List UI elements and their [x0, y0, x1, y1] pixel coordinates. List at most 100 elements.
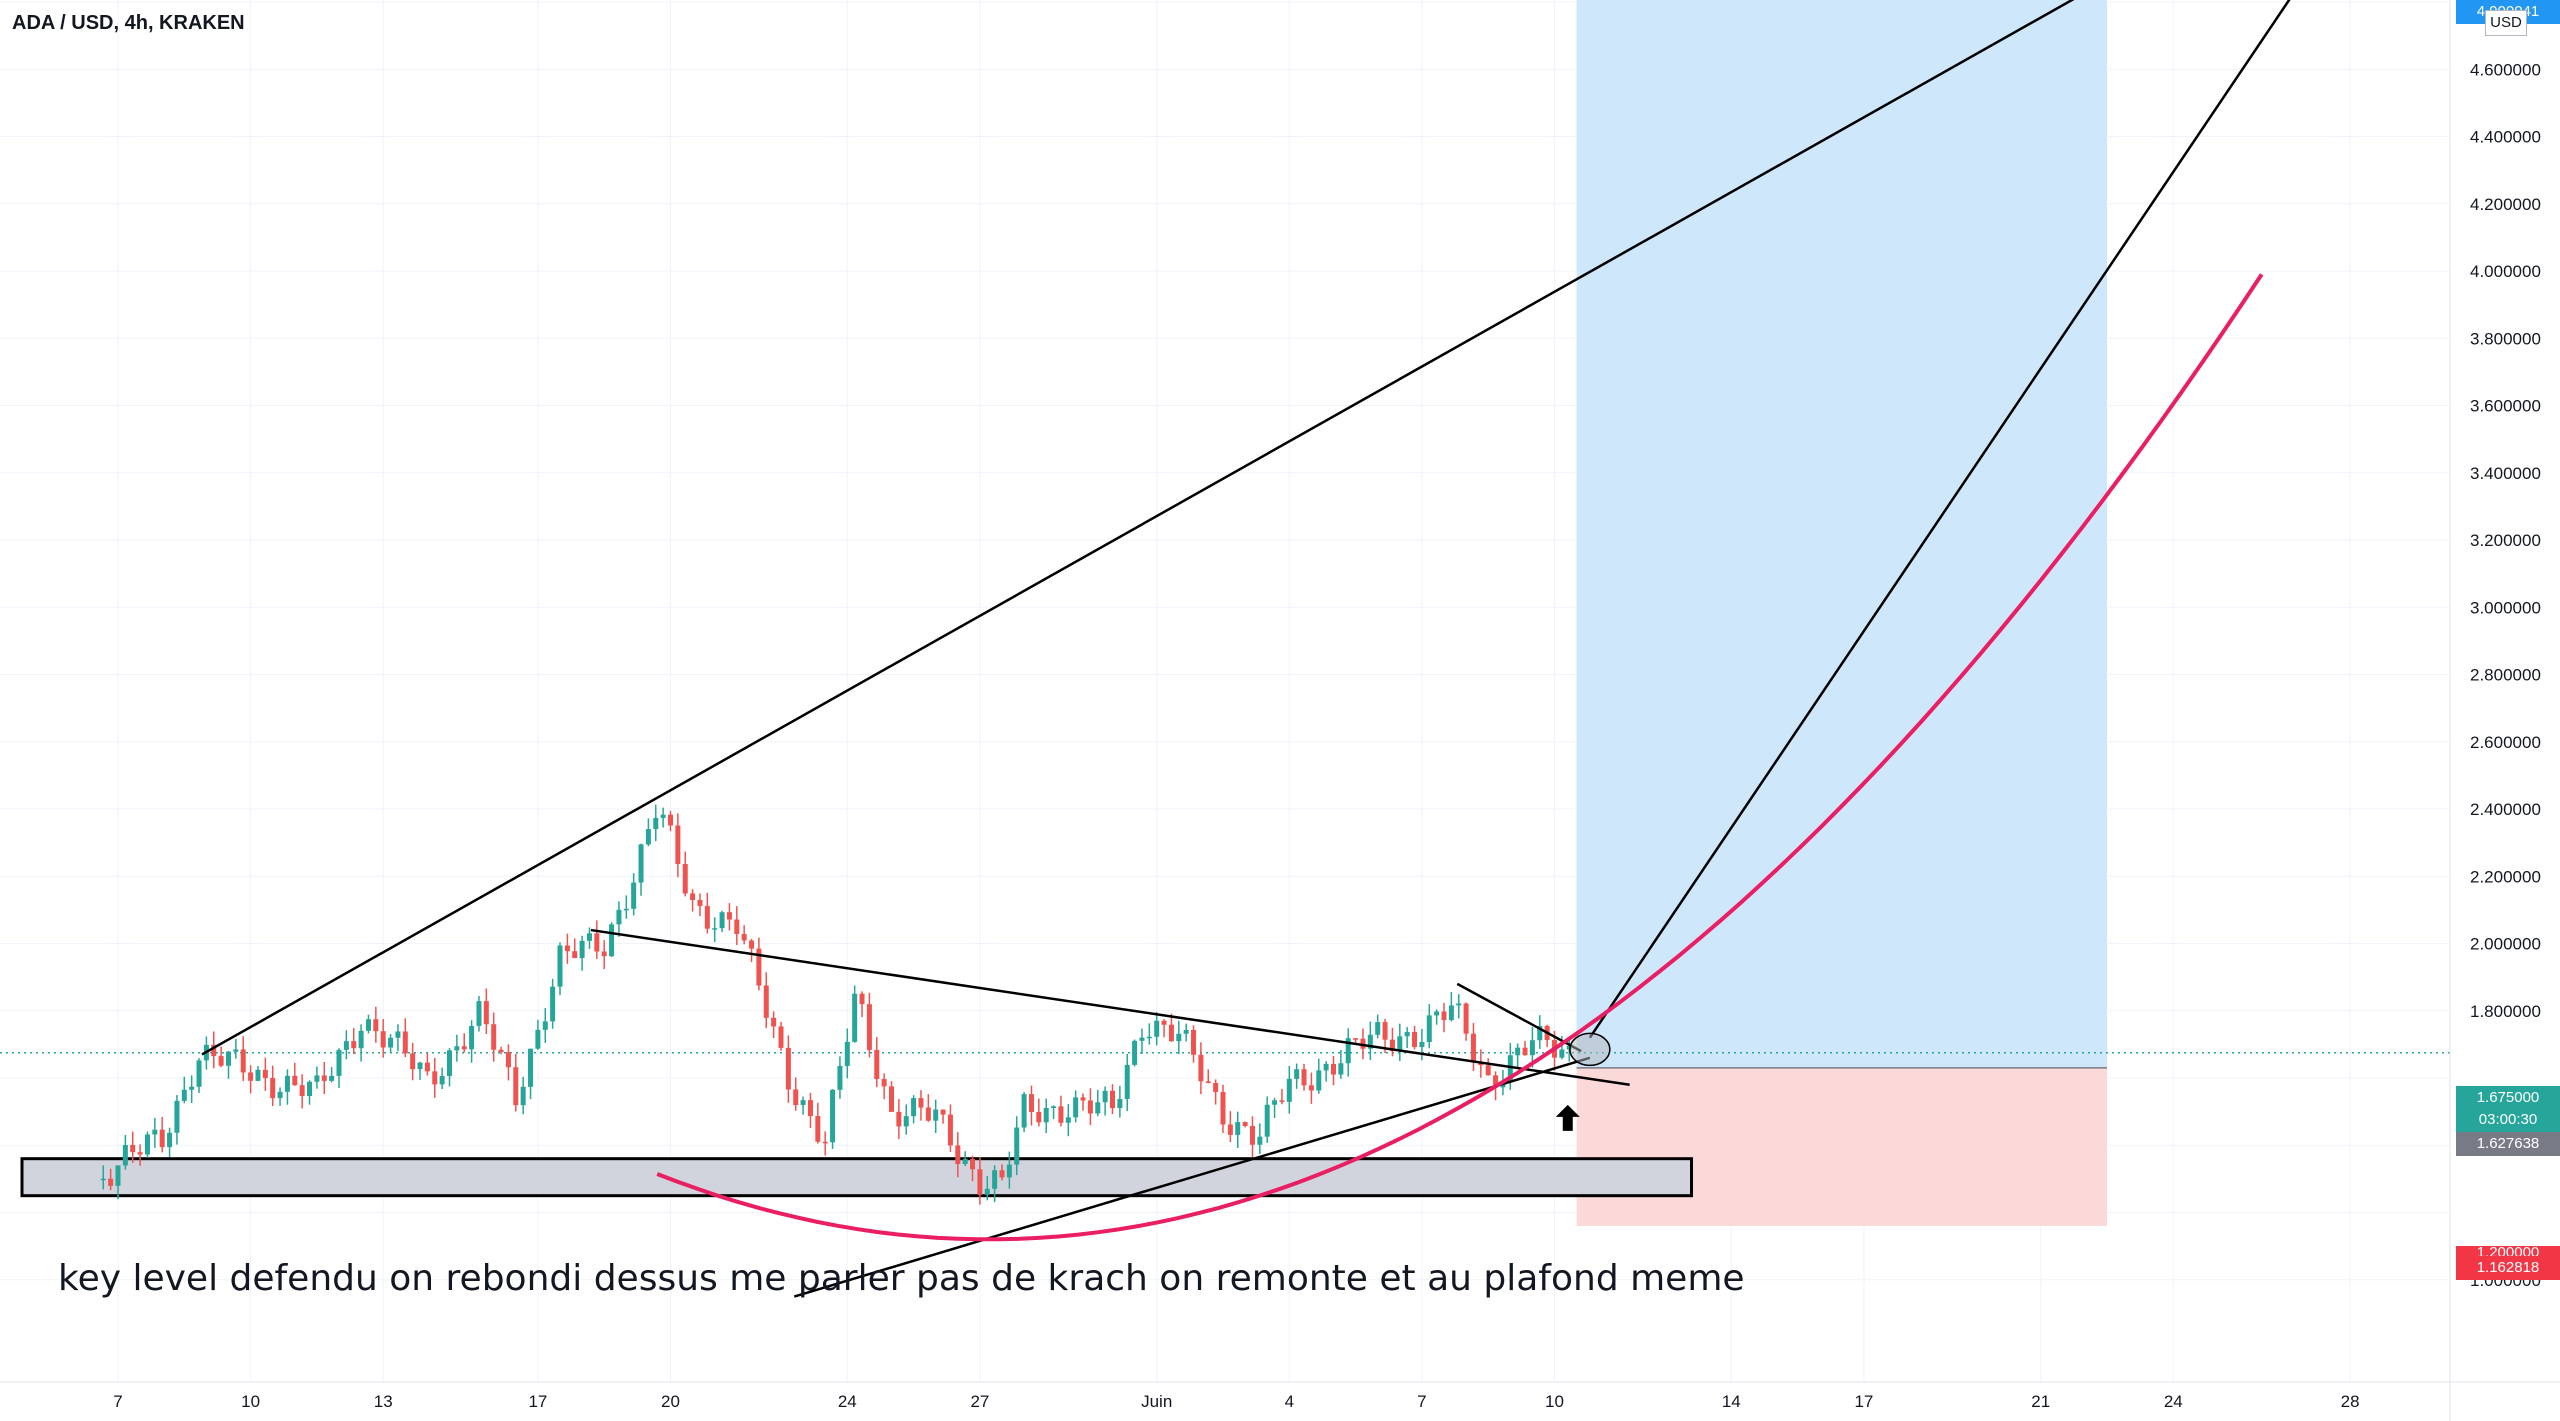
candle-up	[1139, 1037, 1145, 1041]
candle-up	[167, 1132, 173, 1148]
price-tick-label: 2.000000	[2470, 935, 2541, 954]
candle-up	[1338, 1063, 1344, 1075]
candle-up	[1095, 1102, 1101, 1114]
candle-up	[174, 1100, 180, 1133]
price-tick-label: 4.200000	[2470, 195, 2541, 214]
candle-down	[218, 1056, 224, 1066]
candle-up	[520, 1086, 526, 1106]
candle-down	[999, 1170, 1005, 1178]
candle-up	[933, 1109, 939, 1121]
target-arrow-line	[1588, 0, 2291, 1039]
key-level-box	[20, 1157, 1694, 1198]
candle-down	[947, 1114, 953, 1146]
currency-label[interactable]: USD	[2485, 10, 2527, 36]
profit-zone	[1576, 0, 2107, 1068]
candle-up	[329, 1075, 335, 1081]
candle-up	[542, 1021, 548, 1030]
candle-up	[1515, 1047, 1521, 1056]
candle-down	[690, 893, 696, 901]
candle-up	[1006, 1164, 1012, 1178]
candle-up	[1375, 1022, 1381, 1035]
candle-up	[469, 1025, 475, 1050]
candle-up	[557, 945, 563, 987]
candle-up	[719, 912, 725, 929]
candle-up	[638, 844, 644, 883]
candle-down	[130, 1145, 136, 1153]
candle-down	[498, 1049, 504, 1053]
candle-up	[284, 1075, 290, 1092]
candle-up	[1529, 1040, 1535, 1056]
candle-down	[874, 1049, 880, 1080]
price-tick-label: 2.200000	[2470, 867, 2541, 886]
candle-down	[564, 945, 570, 952]
candle-up	[1426, 1015, 1432, 1043]
candle-up	[1132, 1040, 1138, 1065]
candle-down	[1308, 1085, 1314, 1091]
candle-down	[1080, 1097, 1086, 1101]
candle-down	[351, 1041, 357, 1049]
candle-up	[616, 909, 622, 925]
candle-down	[977, 1169, 983, 1195]
candle-down	[955, 1145, 961, 1164]
candle-up	[189, 1086, 195, 1090]
price-tick-label: 4.600000	[2470, 60, 2541, 79]
candle-down	[1028, 1094, 1034, 1113]
candle-up	[196, 1060, 202, 1087]
candle-up	[852, 993, 858, 1042]
candle-down	[1389, 1039, 1395, 1052]
last-price-badge: 1.675000	[2456, 1086, 2560, 1110]
candle-down	[594, 933, 600, 952]
price-tick-label: 2.400000	[2470, 800, 2541, 819]
candle-up	[1021, 1094, 1027, 1128]
candle-up	[417, 1062, 423, 1070]
price-tick-label: 3.600000	[2470, 397, 2541, 416]
candle-up	[962, 1158, 968, 1164]
price-tick-label: 4.000000	[2470, 262, 2541, 281]
candle-down	[1331, 1063, 1336, 1075]
line-price-badge: 1.627638	[2456, 1132, 2560, 1156]
candle-down	[248, 1072, 254, 1081]
price-tick-label: 3.200000	[2470, 531, 2541, 550]
candle-down	[211, 1044, 217, 1057]
candle-up	[837, 1065, 843, 1090]
candle-up	[1404, 1031, 1410, 1037]
candle-up	[653, 817, 659, 830]
candle-up	[1183, 1029, 1189, 1034]
candle-down	[749, 940, 755, 949]
candle-down	[292, 1075, 298, 1086]
price-tick-label: 2.600000	[2470, 733, 2541, 752]
candle-up	[1124, 1064, 1130, 1099]
candle-up	[1117, 1098, 1123, 1109]
candle-down	[1522, 1047, 1528, 1056]
candle-up	[1537, 1025, 1543, 1041]
candle-down	[1470, 1033, 1476, 1063]
candle-up	[1294, 1069, 1300, 1079]
candle-up	[233, 1049, 239, 1052]
candle-up	[1102, 1090, 1108, 1103]
candle-down	[483, 1001, 489, 1025]
candle-down	[741, 934, 747, 941]
candle-up	[454, 1046, 460, 1051]
candle-up	[1286, 1078, 1292, 1102]
candle-down	[572, 951, 578, 958]
candle-up	[152, 1129, 158, 1135]
candle-up	[100, 1178, 106, 1181]
candle-down	[402, 1031, 408, 1054]
time-tick-label: 13	[374, 1392, 393, 1411]
candle-up	[903, 1116, 909, 1127]
candle-up	[528, 1048, 534, 1087]
candle-up	[476, 1001, 482, 1026]
candle-up	[395, 1031, 401, 1038]
candle-up	[1559, 1049, 1565, 1058]
candle-up	[1419, 1042, 1425, 1047]
candle-up	[1154, 1020, 1160, 1037]
candle-down	[734, 919, 740, 935]
candle-down	[1242, 1122, 1248, 1126]
candle-down	[925, 1107, 931, 1121]
candle-down	[889, 1086, 894, 1112]
candle-up	[800, 1100, 806, 1105]
candle-down	[137, 1152, 143, 1155]
candle-up	[1043, 1107, 1049, 1123]
